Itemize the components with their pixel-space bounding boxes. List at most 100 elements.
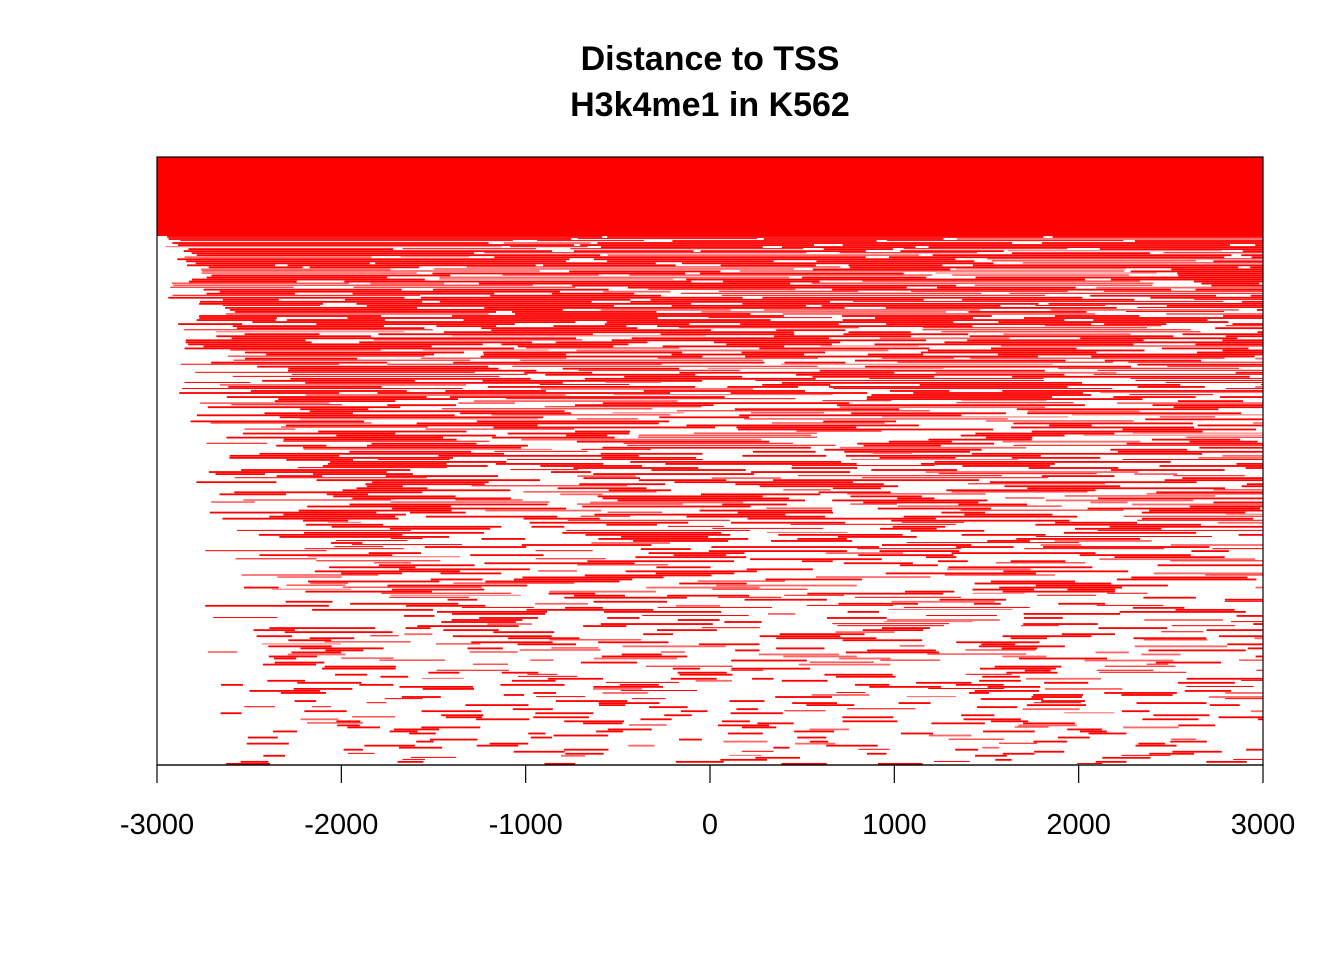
interval-segment <box>1141 511 1246 514</box>
interval-segment <box>874 343 1134 346</box>
interval-segment <box>989 481 1197 484</box>
interval-segment <box>888 608 1013 610</box>
interval-segment <box>300 647 384 650</box>
interval-segment <box>249 690 321 692</box>
interval-segment <box>1122 458 1263 460</box>
interval-segment <box>325 649 364 652</box>
interval-segment <box>309 410 565 413</box>
interval-segment <box>826 744 878 747</box>
interval-segment <box>1137 363 1263 366</box>
interval-segment <box>177 258 570 261</box>
interval-segment <box>391 588 485 591</box>
interval-segment <box>342 586 482 588</box>
interval-segment <box>1170 560 1263 562</box>
interval-segment <box>316 560 441 562</box>
interval-segment <box>229 454 340 457</box>
interval-segment <box>366 444 528 447</box>
interval-segment <box>969 335 1174 338</box>
interval-segment <box>745 355 1038 358</box>
interval-segment <box>972 588 1035 591</box>
interval-segment <box>287 264 536 267</box>
interval-segment <box>849 266 1239 269</box>
interval-segment <box>866 752 887 755</box>
interval-segment <box>183 329 433 331</box>
interval-segment <box>675 760 724 763</box>
interval-segment <box>1166 313 1263 315</box>
interval-segment <box>1194 298 1263 300</box>
interval-segment <box>1096 604 1164 606</box>
interval-segment <box>549 639 642 641</box>
interval-segment <box>664 714 692 717</box>
interval-segment <box>425 428 575 430</box>
interval-segment <box>955 748 979 751</box>
interval-segment <box>826 617 887 619</box>
interval-segment <box>359 341 533 344</box>
interval-segment <box>297 467 448 469</box>
interval-segment <box>439 276 790 279</box>
interval-segment <box>222 298 279 301</box>
interval-segment <box>211 274 451 277</box>
interval-segment <box>1044 325 1162 327</box>
interval-segment <box>205 604 329 607</box>
interval-segment <box>283 440 490 442</box>
interval-segment <box>1023 613 1121 615</box>
interval-segment <box>630 461 842 463</box>
interval-segment <box>170 286 294 288</box>
interval-segment <box>781 246 916 248</box>
interval-segment <box>985 436 1033 439</box>
interval-segment <box>585 533 731 536</box>
interval-segment <box>621 653 662 656</box>
interval-segment <box>1253 623 1263 625</box>
interval-segment <box>569 270 721 273</box>
interval-segment <box>359 683 394 686</box>
interval-segment <box>903 248 1068 250</box>
interval-segment <box>565 606 603 609</box>
interval-segment <box>1000 345 1263 347</box>
interval-segment <box>511 311 657 313</box>
interval-segment <box>1123 515 1263 517</box>
interval-segment <box>222 517 399 520</box>
interval-segment <box>555 341 648 344</box>
interval-segment <box>631 698 666 700</box>
interval-segment <box>243 586 279 589</box>
interval-segment <box>882 357 954 359</box>
interval-segment <box>593 687 643 690</box>
interval-segment <box>334 546 383 548</box>
interval-segment <box>1016 538 1141 540</box>
interval-segment <box>1091 355 1255 358</box>
interval-segment <box>931 722 985 725</box>
interval-segment <box>552 292 635 295</box>
interval-segment <box>294 700 317 702</box>
interval-segment <box>576 349 889 352</box>
interval-segment <box>823 248 894 251</box>
interval-segment <box>229 456 453 459</box>
interval-segment <box>1043 546 1210 548</box>
interval-segment <box>672 667 701 670</box>
interval-segment <box>1177 400 1244 403</box>
interval-segment <box>356 487 428 490</box>
x-axis: -3000 -2000 -1000 0 1000 2000 3000 <box>120 764 1295 841</box>
interval-segment <box>1189 440 1258 443</box>
interval-segment <box>1099 558 1256 561</box>
interval-segment <box>638 436 818 438</box>
interval-segment <box>979 679 1021 682</box>
interval-segment <box>305 381 563 384</box>
interval-segment <box>982 746 1000 749</box>
interval-segment <box>1254 637 1263 640</box>
interval-segment <box>765 578 863 581</box>
interval-segment <box>575 430 631 433</box>
interval-segment <box>1093 319 1208 321</box>
interval-segment <box>1003 333 1131 336</box>
interval-segment <box>657 606 772 608</box>
x-tick-label: 2000 <box>1046 809 1111 841</box>
interval-segment <box>906 696 956 698</box>
interval-segment <box>570 248 804 250</box>
interval-segment <box>1022 262 1263 264</box>
interval-segment <box>1134 645 1228 648</box>
interval-segment <box>1007 250 1223 252</box>
interval-segment <box>568 519 730 521</box>
interval-segment <box>646 586 760 589</box>
interval-segment <box>606 321 954 323</box>
interval-segment <box>1067 588 1116 591</box>
interval-segment <box>1215 327 1263 330</box>
